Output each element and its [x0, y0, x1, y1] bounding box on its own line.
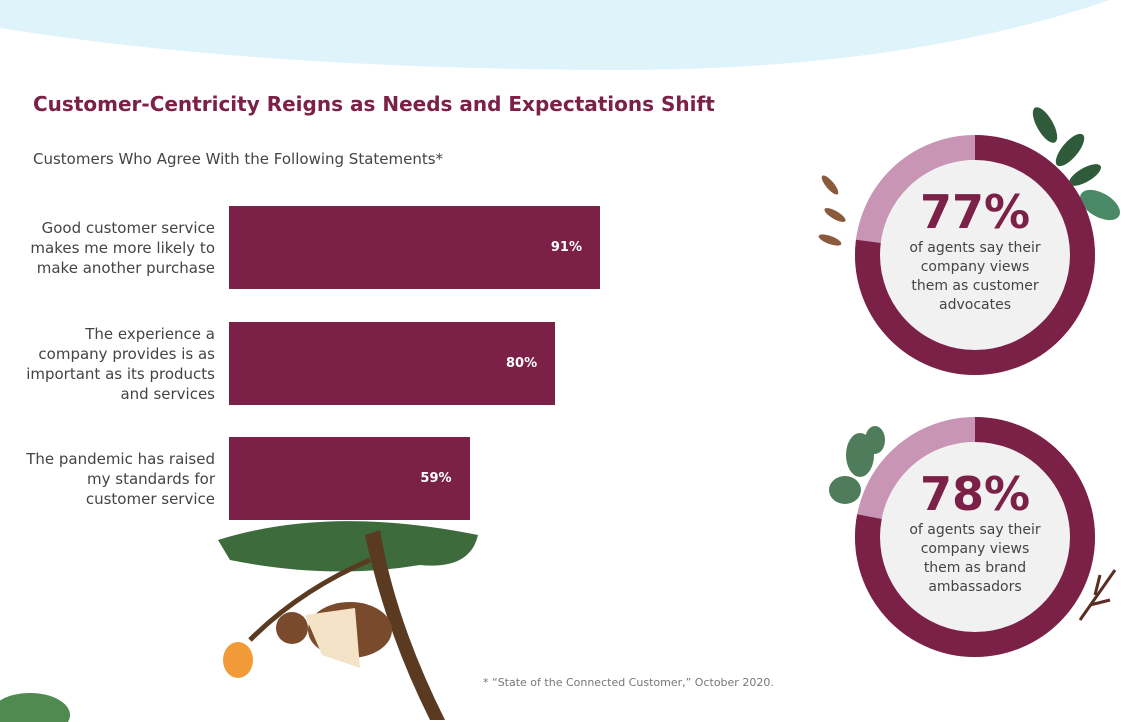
donut-value: 78%: [919, 467, 1031, 521]
category-label: The experience a company provides is as …: [26, 324, 215, 403]
donut-center: [880, 442, 1070, 632]
donut-center: [880, 160, 1070, 350]
category-label: Good customer service makes me more like…: [30, 218, 215, 277]
value-label: 91%: [550, 240, 582, 255]
value-label: 80%: [506, 356, 538, 371]
value-label: 59%: [420, 471, 452, 486]
donut-segment: [855, 135, 1095, 375]
bar: [229, 322, 556, 405]
bar: [229, 437, 470, 520]
footnote: * “State of the Connected Customer,” Oct…: [483, 676, 774, 689]
donut-caption: of agents say their company views them a…: [909, 240, 1041, 313]
bar: [229, 206, 600, 289]
category-label: The pandemic has raised my standards for…: [26, 449, 215, 508]
donut-caption: of agents say their company views them a…: [909, 522, 1041, 595]
donut-segment: [855, 417, 1095, 657]
chart-subtitle: Customers Who Agree With the Following S…: [33, 150, 444, 168]
chart-title: Customer-Centricity Reigns as Needs and …: [33, 92, 715, 116]
donut-value: 77%: [919, 185, 1031, 239]
